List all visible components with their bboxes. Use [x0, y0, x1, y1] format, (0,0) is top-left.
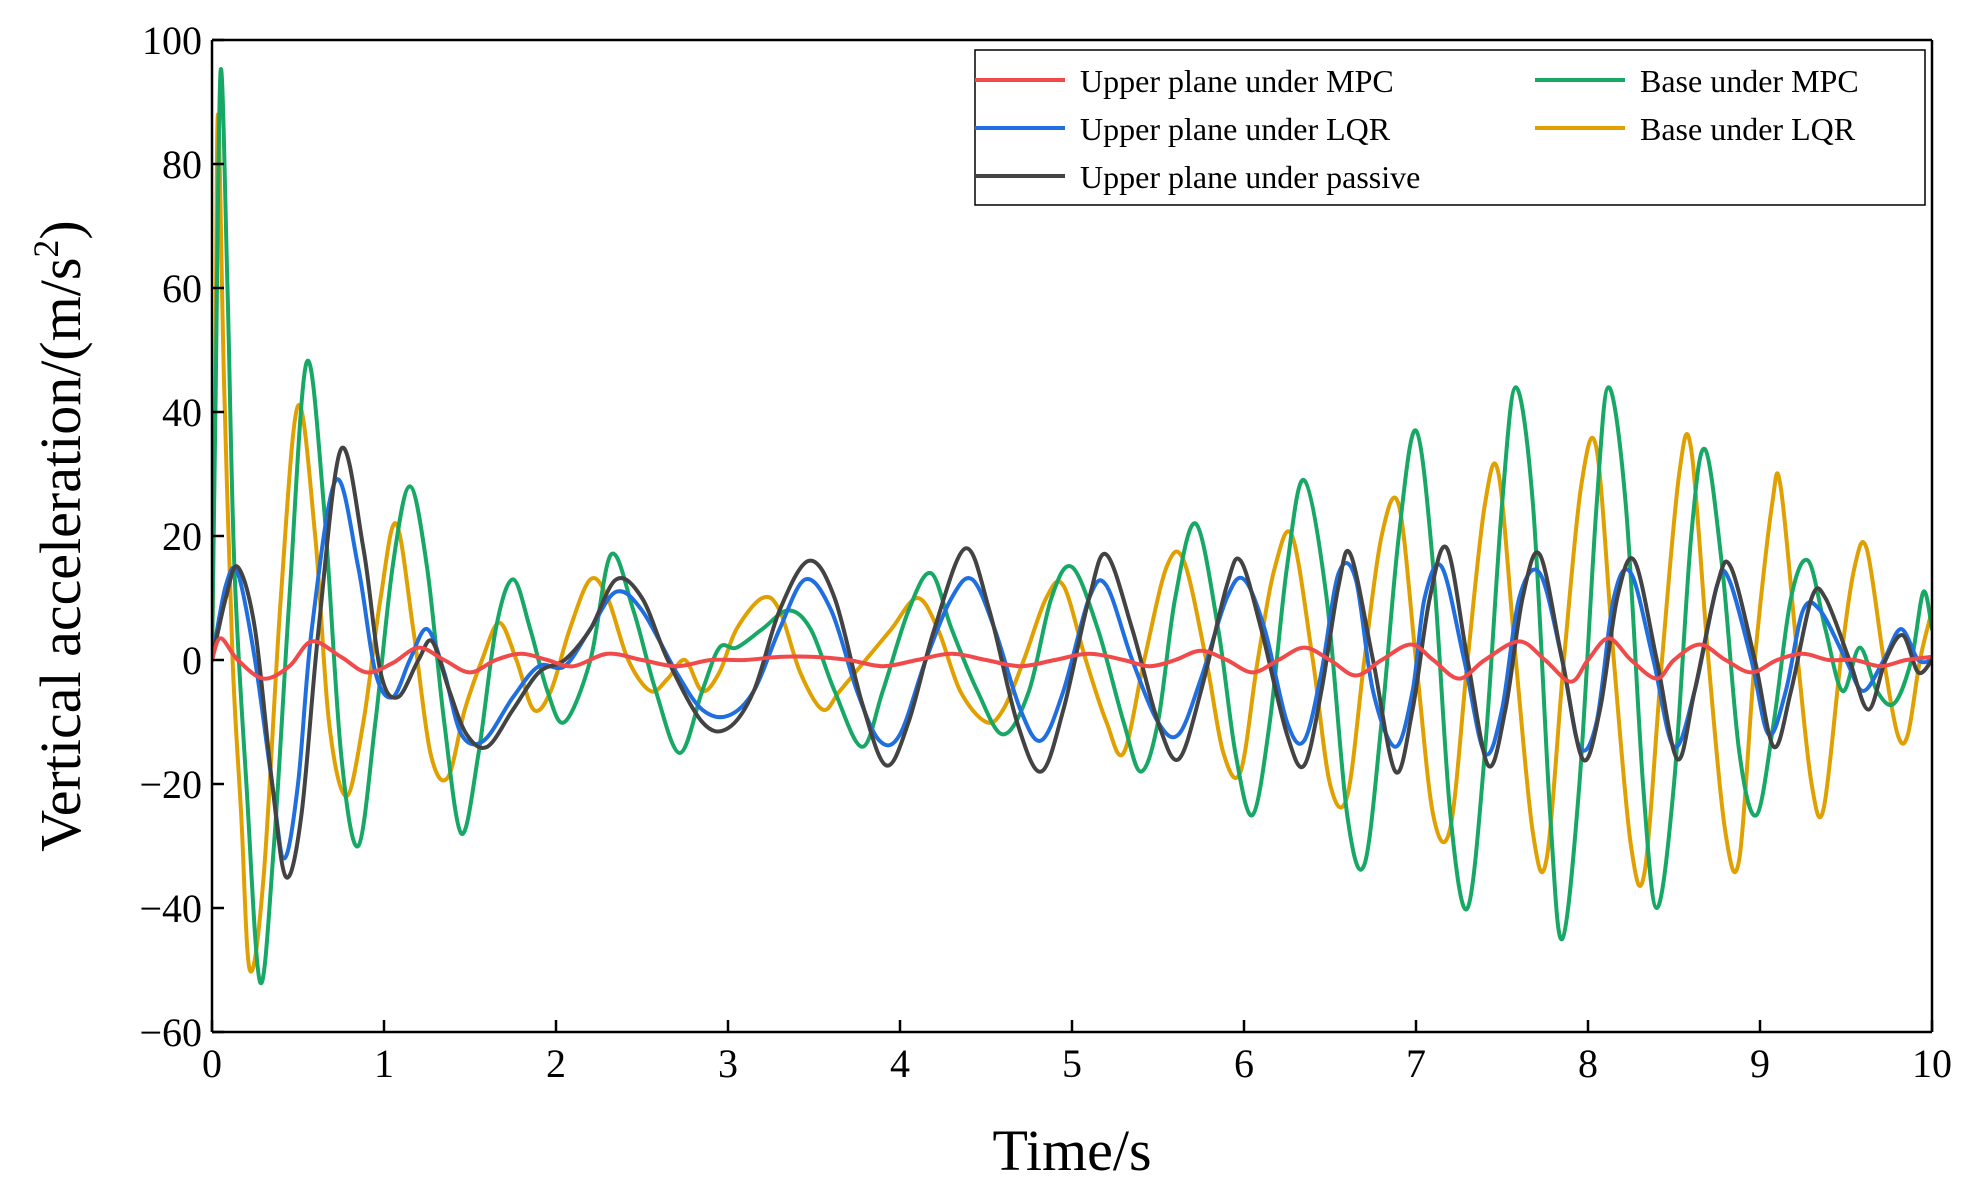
y-tick-label: 80 — [162, 142, 202, 187]
x-tick-label: 0 — [202, 1041, 222, 1086]
x-tick-label: 9 — [1750, 1041, 1770, 1086]
series-base-under-mpc — [212, 67, 1932, 986]
legend: Upper plane under MPC Base under MPC Upp… — [974, 49, 1926, 206]
y-tick-label: −40 — [139, 886, 202, 931]
series-base-under-lqr — [212, 112, 1932, 974]
y-axis-title-main: Vertical acceleration/(m/s — [28, 258, 93, 852]
legend-item-upper-lqr: Upper plane under LQR — [975, 111, 1391, 147]
x-tick-label: 6 — [1234, 1041, 1254, 1086]
y-tick-label: 40 — [162, 390, 202, 435]
x-tick-label: 10 — [1912, 1041, 1952, 1086]
y-tick-label: 100 — [142, 18, 202, 63]
y-tick-label: −20 — [139, 762, 202, 807]
legend-item-base-lqr: Base under LQR — [1535, 111, 1856, 147]
series-upper-plane-under-passive — [212, 445, 1932, 880]
legend-box — [974, 49, 1926, 206]
x-tick-label: 8 — [1578, 1041, 1598, 1086]
x-tick-label: 2 — [546, 1041, 566, 1086]
y-tick-label: −60 — [139, 1010, 202, 1055]
y-ticks: −60 −40 −20 0 20 40 60 80 100 — [139, 18, 224, 1055]
x-axis-title: Time/s — [992, 1118, 1151, 1183]
legend-item-upper-mpc: Upper plane under MPC — [975, 63, 1394, 99]
y-axis-title: Vertical acceleration/(m/s2) — [26, 220, 93, 852]
legend-label: Base under MPC — [1640, 63, 1859, 99]
legend-label: Upper plane under MPC — [1080, 63, 1394, 99]
y-axis-title-suffix: ) — [28, 220, 93, 239]
x-tick-label: 1 — [374, 1041, 394, 1086]
x-tick-label: 3 — [718, 1041, 738, 1086]
legend-item-base-mpc: Base under MPC — [1535, 63, 1859, 99]
x-tick-label: 5 — [1062, 1041, 1082, 1086]
series-layer — [212, 67, 1932, 986]
y-tick-label: 0 — [182, 638, 202, 683]
y-tick-label: 60 — [162, 266, 202, 311]
legend-label: Base under LQR — [1640, 111, 1856, 147]
y-tick-label: 20 — [162, 514, 202, 559]
series-upper-plane-under-mpc — [212, 636, 1932, 684]
y-axis-title-superscript: 2 — [26, 240, 66, 258]
x-ticks: 0 1 2 3 4 5 6 7 8 9 10 — [202, 1020, 1952, 1086]
legend-label: Upper plane under LQR — [1080, 111, 1391, 147]
legend-label: Upper plane under passive — [1080, 159, 1420, 195]
x-tick-label: 7 — [1406, 1041, 1426, 1086]
x-tick-label: 4 — [890, 1041, 910, 1086]
legend-item-upper-passive: Upper plane under passive — [975, 159, 1420, 195]
y-axis-title-group: Vertical acceleration/(m/s2) — [26, 220, 93, 852]
